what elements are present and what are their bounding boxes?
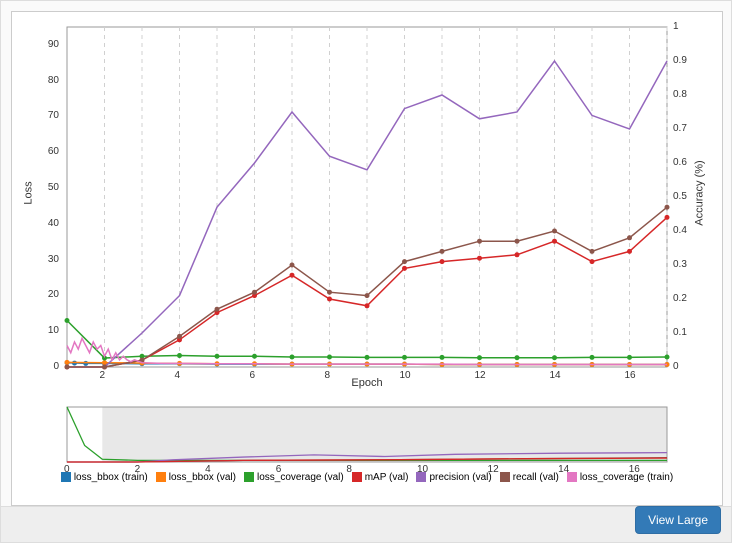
y-right-tick: 0.6 bbox=[673, 157, 687, 168]
legend-item-precision_val[interactable]: precision (val) bbox=[416, 470, 491, 486]
y-left-tick: 90 bbox=[48, 39, 59, 50]
legend-label: mAP (val) bbox=[365, 472, 409, 483]
chart-panel: Loss Accuracy (%) Epoch 0102030405060708… bbox=[11, 11, 723, 506]
legend-item-loss_coverage_train[interactable]: loss_coverage (train) bbox=[567, 470, 673, 486]
legend-swatch bbox=[61, 472, 71, 482]
y-right-tick: 0.7 bbox=[673, 123, 687, 134]
x-tick: 8 bbox=[325, 370, 331, 381]
y-left-tick: 40 bbox=[48, 218, 59, 229]
x-tick: 6 bbox=[250, 370, 256, 381]
y-left-tick: 80 bbox=[48, 75, 59, 86]
legend-swatch bbox=[500, 472, 510, 482]
y-left-tick: 0 bbox=[53, 361, 59, 372]
y-right-tick: 0 bbox=[673, 361, 679, 372]
x-tick: 12 bbox=[475, 370, 486, 381]
y-right-tick: 1 bbox=[673, 21, 679, 32]
legend-label: loss_coverage (train) bbox=[580, 472, 673, 483]
x-tick: 16 bbox=[625, 370, 636, 381]
x-tick: 10 bbox=[400, 370, 411, 381]
y-axis-left-label: Loss bbox=[23, 181, 35, 204]
y-right-tick: 0.9 bbox=[673, 55, 687, 66]
mini-chart[interactable] bbox=[67, 407, 667, 462]
legend-item-loss_bbox_train[interactable]: loss_bbox (train) bbox=[61, 470, 148, 486]
legend-swatch bbox=[352, 472, 362, 482]
footer-bar bbox=[1, 506, 731, 542]
legend-label: recall (val) bbox=[513, 472, 559, 483]
x-tick: 2 bbox=[100, 370, 106, 381]
y-left-tick: 20 bbox=[48, 289, 59, 300]
page-container: Loss Accuracy (%) Epoch 0102030405060708… bbox=[0, 0, 732, 543]
y-right-tick: 0.8 bbox=[673, 89, 687, 100]
y-left-tick: 50 bbox=[48, 182, 59, 193]
y-left-tick: 10 bbox=[48, 325, 59, 336]
legend-swatch bbox=[567, 472, 577, 482]
legend-label: precision (val) bbox=[429, 472, 491, 483]
y-right-tick: 0.4 bbox=[673, 225, 687, 236]
y-left-tick: 60 bbox=[48, 146, 59, 157]
y-axis-right-label: Accuracy (%) bbox=[693, 160, 705, 225]
y-left-tick: 30 bbox=[48, 254, 59, 265]
y-right-tick: 0.3 bbox=[673, 259, 687, 270]
x-tick: 4 bbox=[175, 370, 181, 381]
y-right-tick: 0.2 bbox=[673, 293, 687, 304]
y-right-tick: 0.5 bbox=[673, 191, 687, 202]
legend-item-recall_val[interactable]: recall (val) bbox=[500, 470, 559, 486]
legend-label: loss_bbox (train) bbox=[74, 472, 148, 483]
legend-label: loss_bbox (val) bbox=[169, 472, 236, 483]
legend-item-loss_coverage_val[interactable]: loss_coverage (val) bbox=[244, 470, 344, 486]
legend-item-map_val[interactable]: mAP (val) bbox=[352, 470, 409, 486]
legend: loss_bbox (train) loss_bbox (val) loss_cov… bbox=[12, 470, 722, 486]
main-chart[interactable] bbox=[67, 27, 667, 367]
legend-swatch bbox=[244, 472, 254, 482]
x-tick: 14 bbox=[550, 370, 561, 381]
y-left-tick: 70 bbox=[48, 110, 59, 121]
legend-item-loss_bbox_val[interactable]: loss_bbox (val) bbox=[156, 470, 236, 486]
view-large-button[interactable]: View Large bbox=[635, 506, 721, 534]
y-right-tick: 0.1 bbox=[673, 327, 687, 338]
legend-swatch bbox=[156, 472, 166, 482]
x-axis-label: Epoch bbox=[351, 377, 382, 389]
legend-label: loss_coverage (val) bbox=[257, 472, 344, 483]
legend-swatch bbox=[416, 472, 426, 482]
